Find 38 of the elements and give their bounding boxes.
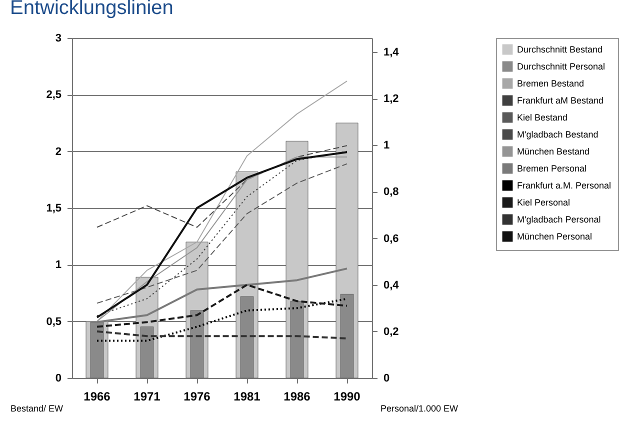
line-series (96, 284, 348, 328)
y-tick-label: 2,5 (46, 89, 62, 102)
line-series (96, 80, 348, 322)
y-tick-label: 2 (55, 146, 62, 158)
legend-label: Frankfurt aM Bestand (517, 96, 604, 106)
y-tick-label: 0 (55, 372, 62, 384)
x-tick-label: 1986 (284, 390, 311, 404)
legend-label: Durchschnitt Personal (517, 62, 606, 72)
y2-tick-label: 0,4 (384, 279, 400, 292)
legend-label: Bremen Personal (517, 164, 587, 174)
line-series (96, 298, 348, 342)
legend-label: Kiel Personal (517, 198, 570, 208)
y-tick-label: 1,5 (46, 202, 62, 214)
y2-axis-title: Personal/1.000 EW (380, 404, 459, 414)
y-tick-label: 3 (55, 32, 62, 44)
legend-label: M'gladbach Personal (517, 214, 601, 224)
legend-label: München Personal (517, 232, 592, 242)
y2-tick-label: 0,6 (384, 232, 399, 245)
legend-label: München Bestand (517, 146, 590, 156)
legend-label: M'gladbach Bestand (517, 130, 598, 140)
x-tick-label: 1966 (84, 390, 111, 404)
y2-tick-label: 0,2 (384, 326, 399, 338)
legend-label: Bremen Bestand (517, 78, 584, 88)
y2-tick-label: 1,4 (384, 46, 400, 58)
y2-tick-label: 1,2 (384, 93, 399, 106)
x-tick-label: 1990 (334, 390, 361, 404)
legend-label: Kiel Bestand (517, 112, 568, 122)
y2-tick-label: 0,8 (384, 186, 399, 198)
legend-label: Durchschnitt Bestand (517, 44, 603, 54)
y2-tick-label: 0 (384, 372, 390, 384)
y-axis-title: Bestand/ EW (10, 404, 64, 414)
x-tick-label: 1981 (234, 390, 261, 404)
x-tick-label: 1976 (184, 390, 211, 404)
y2-tick-label: 1 (384, 140, 390, 152)
x-tick-label: 1971 (134, 390, 161, 404)
y-tick-label: 1 (55, 259, 62, 272)
legend-label: Frankfurt a.M. Personal (517, 180, 612, 190)
y-tick-label: 0,5 (46, 316, 62, 328)
